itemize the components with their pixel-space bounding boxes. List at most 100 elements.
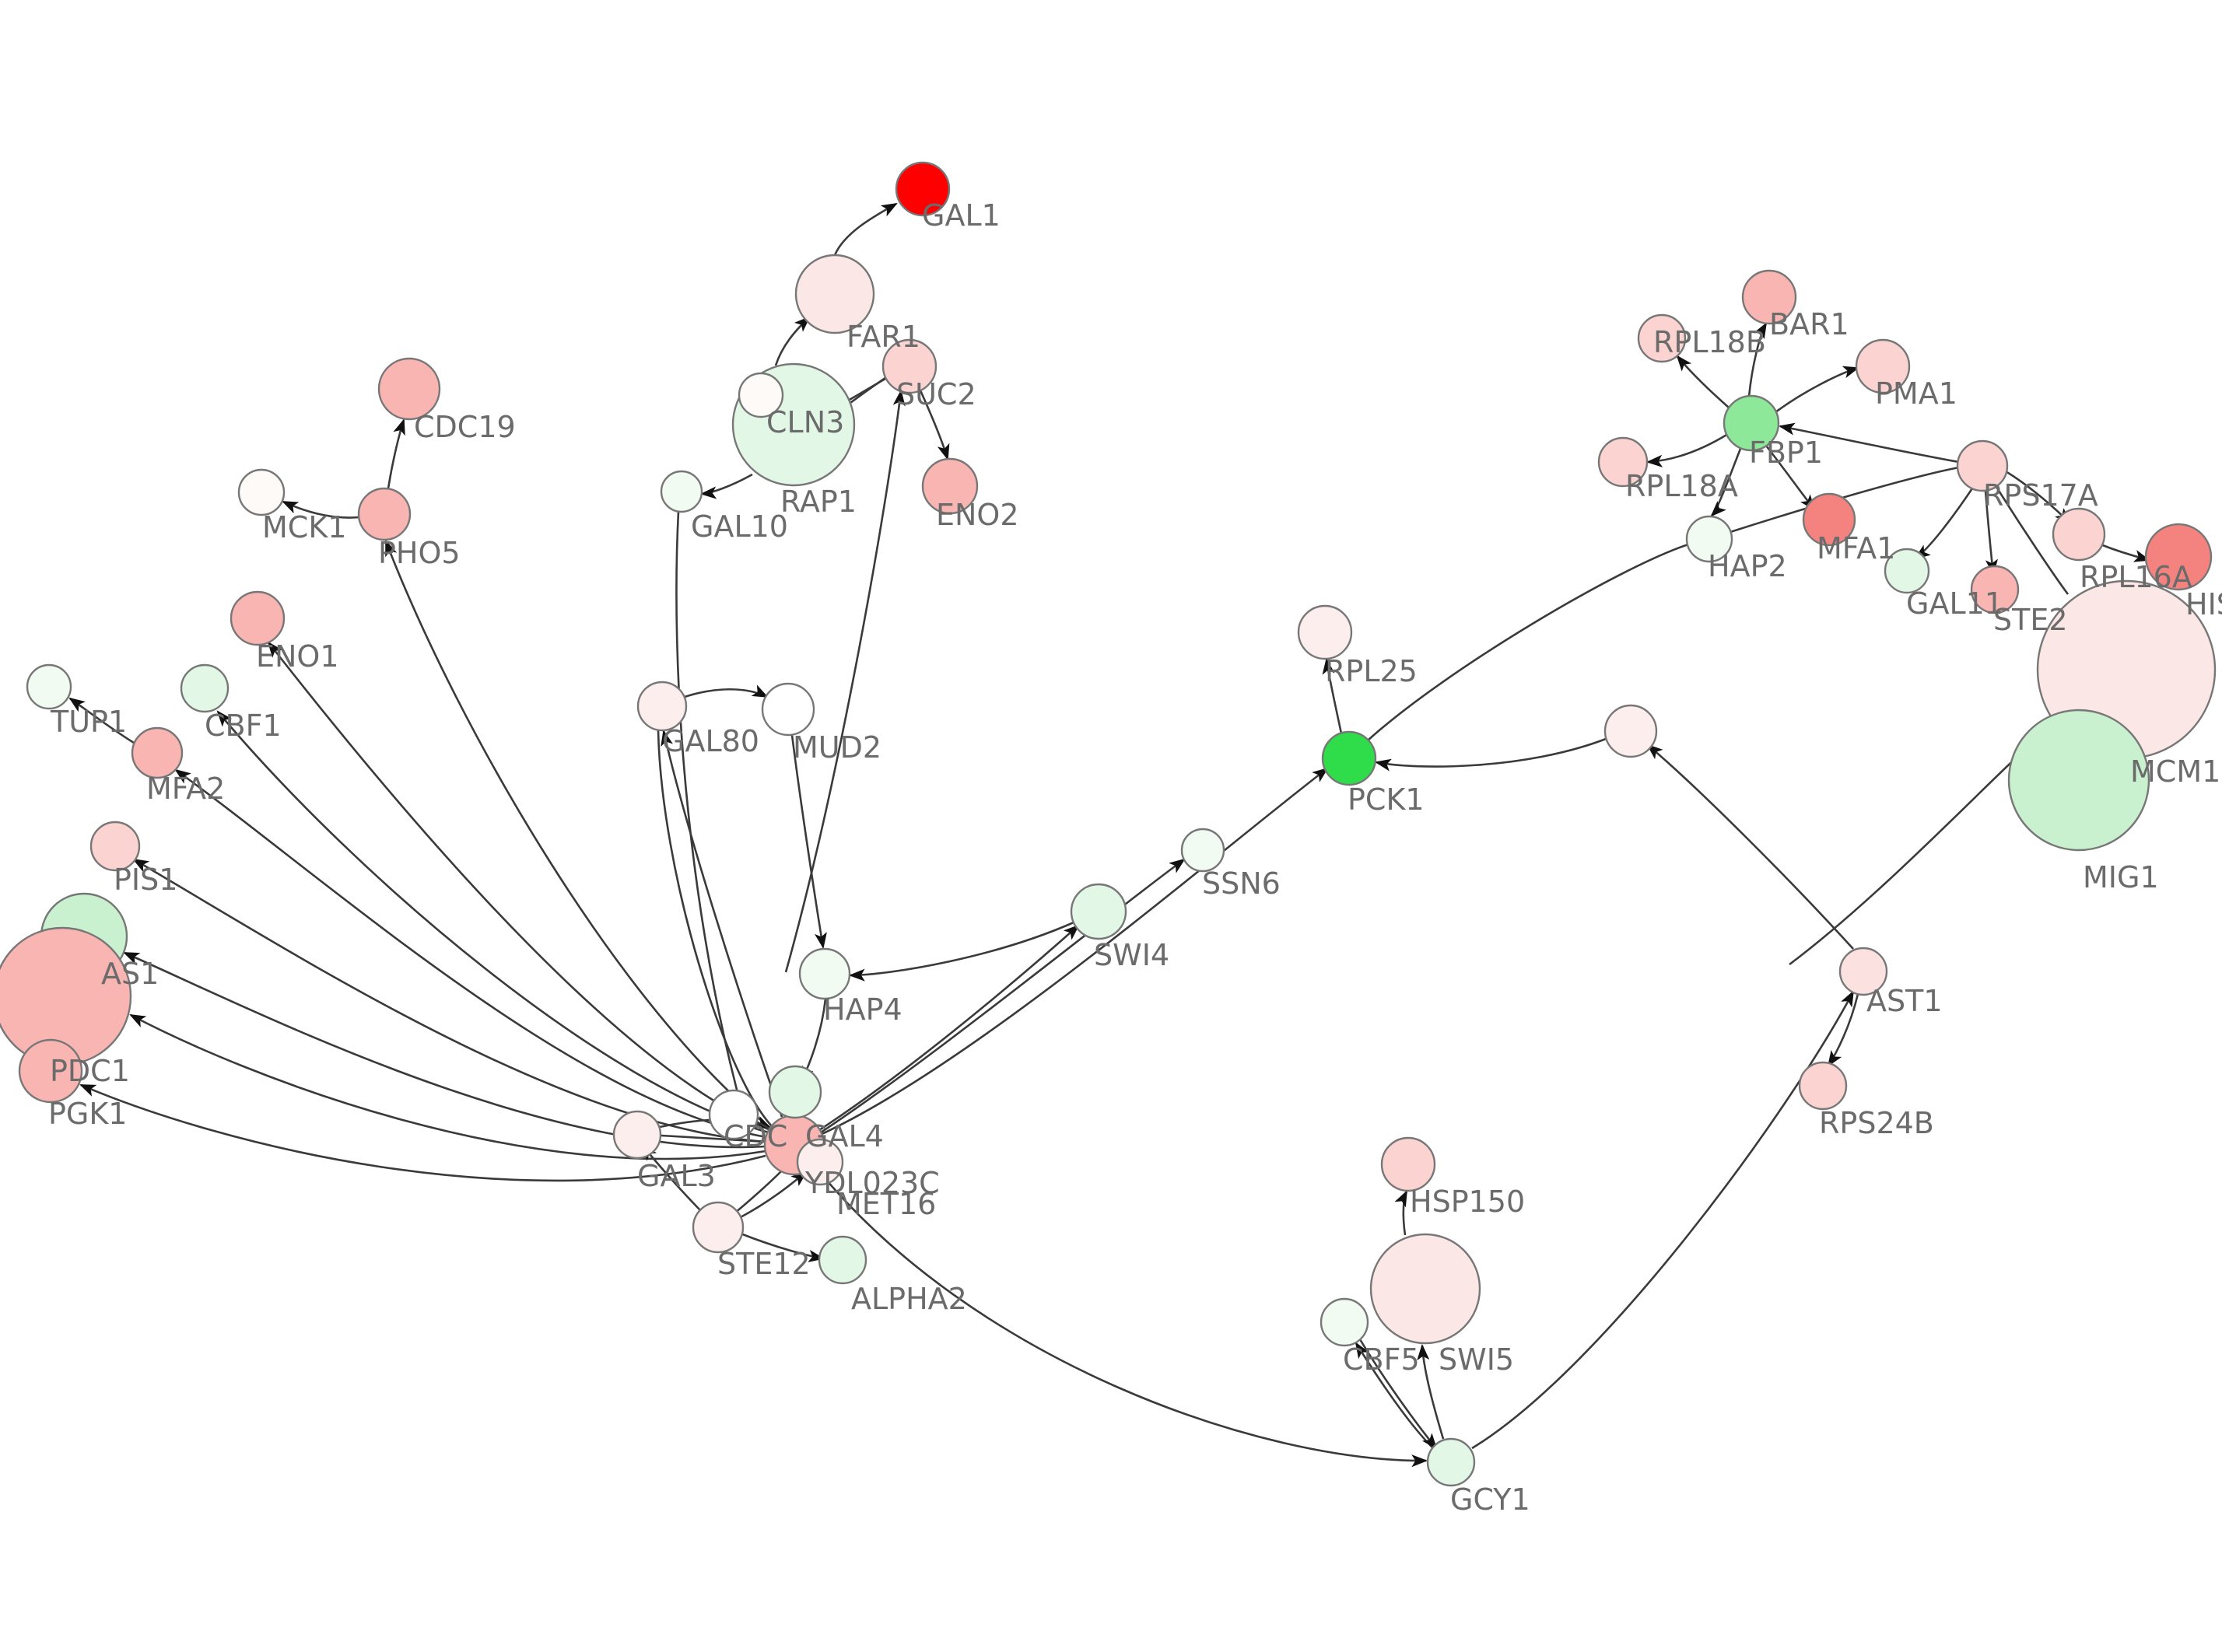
edge-cbf5-to-gcy1[interactable] xyxy=(1358,1339,1438,1450)
gene-node-rpl25[interactable] xyxy=(1297,604,1353,660)
edge-fbp1-to-hap2[interactable] xyxy=(1710,448,1742,517)
edge-gal4hub-to-gcy1[interactable] xyxy=(814,1166,1428,1468)
gene-node-cdclbl[interactable] xyxy=(708,1089,759,1140)
edge-gal4hub-to-pck1[interactable] xyxy=(818,767,1329,1137)
gene-node-gal4g[interactable] xyxy=(768,1065,822,1119)
gene-node-ssn6[interactable] xyxy=(1180,828,1225,873)
gene-node-rpl18b[interactable] xyxy=(1637,313,1687,363)
edge-suc2-to-eno2[interactable] xyxy=(919,390,950,460)
edge-rps17a-to-gal11[interactable] xyxy=(1914,488,1974,560)
edge-fbp1-to-pma1[interactable] xyxy=(1775,366,1859,414)
gene-node-ydl023c[interactable] xyxy=(796,1138,844,1186)
edge-ast1-to-rps24b[interactable] xyxy=(1827,993,1859,1067)
edge-ast1-to-ast1up[interactable] xyxy=(1646,744,1854,950)
edge-gcy1-to-ast1[interactable] xyxy=(1471,990,1855,1450)
gene-label-bar1: BAR1 xyxy=(1769,307,1849,341)
edge-pho5-to-cdc19[interactable] xyxy=(387,418,405,489)
edge-ste12-to-alpha2[interactable] xyxy=(740,1232,825,1262)
gene-node-cbf5[interactable] xyxy=(1320,1297,1369,1347)
edge-fbp1-to-rpl18b[interactable] xyxy=(1676,355,1730,408)
gene-node-bar1[interactable] xyxy=(1741,269,1797,325)
edge-hap2-to-rps17a[interactable] xyxy=(1730,466,1960,534)
gene-node-fbp1[interactable] xyxy=(1723,394,1780,452)
gene-node-cbf1[interactable] xyxy=(180,663,230,713)
edge-swi4-to-hap4[interactable] xyxy=(848,921,1074,982)
gene-node-gcy1[interactable] xyxy=(1426,1437,1476,1487)
gene-node-eno2[interactable] xyxy=(921,457,979,515)
gene-node-gal80[interactable] xyxy=(636,681,688,732)
gene-node-hsp150[interactable] xyxy=(1380,1136,1436,1192)
gene-node-pis1[interactable] xyxy=(89,821,141,872)
gene-node-pgk1[interactable] xyxy=(18,1038,83,1104)
gene-node-mig1[interactable] xyxy=(2007,709,2150,852)
gene-node-gal3[interactable] xyxy=(612,1110,662,1160)
edge-far1-to-gal1[interactable] xyxy=(833,202,898,256)
gene-node-mud2[interactable] xyxy=(761,682,815,737)
edge-gal4hub-to-ste12[interactable] xyxy=(729,1170,783,1218)
gene-node-eno1[interactable] xyxy=(230,590,286,646)
gene-node-suc2[interactable] xyxy=(881,338,938,394)
edge-rpl16a-to-his4[interactable] xyxy=(2100,543,2151,562)
edge-pck1-to-hap2[interactable] xyxy=(1367,543,1689,741)
edge-swi5-to-hsp150[interactable] xyxy=(1394,1190,1408,1236)
gene-node-pck1[interactable] xyxy=(1321,730,1377,786)
gene-node-hap2[interactable] xyxy=(1685,515,1733,563)
gene-node-alpha2[interactable] xyxy=(818,1235,867,1285)
gene-node-rpl18a[interactable] xyxy=(1597,436,1649,488)
gene-node-swi4[interactable] xyxy=(1070,883,1127,940)
edge-gal4hub-to-cbf1[interactable] xyxy=(216,710,769,1134)
gene-node-pho5[interactable] xyxy=(357,487,412,541)
gene-node-gal1[interactable] xyxy=(895,161,951,217)
edge-rps17a-to-mcm1[interactable] xyxy=(1995,486,2070,595)
edge-gal4hub-to-pis1[interactable] xyxy=(132,858,766,1143)
gene-node-rps17a[interactable] xyxy=(1956,439,2009,492)
edge-gal80-to-gal4hub[interactable] xyxy=(657,730,773,1127)
gene-node-tup1[interactable] xyxy=(26,663,72,710)
gene-node-rap1[interactable] xyxy=(738,372,784,418)
gene-node-ast1up[interactable] xyxy=(1603,704,1658,758)
gene-node-ast1[interactable] xyxy=(1838,947,1888,996)
gene-node-ste2[interactable] xyxy=(1970,565,2020,614)
edge-cln3-to-gal10[interactable] xyxy=(699,473,753,499)
edge-gal4hub-to-ssn6[interactable] xyxy=(818,858,1186,1136)
edge-gal4hub-to-gal80[interactable] xyxy=(661,729,783,1118)
edge-gal4hub-to-pdc1[interactable] xyxy=(129,1013,766,1160)
edge-fbp1-to-rpl18a[interactable] xyxy=(1645,432,1729,467)
edge-mfa2-to-tup1[interactable] xyxy=(68,697,135,744)
gene-node-pma1[interactable] xyxy=(1855,338,1911,394)
gene-node-gal10[interactable] xyxy=(660,470,703,513)
edge-gal10-to-gal4hub[interactable] xyxy=(675,511,742,1105)
edge-gal4hub-to-pgk1[interactable] xyxy=(79,1083,766,1182)
gene-node-hap4[interactable] xyxy=(798,947,851,1000)
gene-node-mfa2[interactable] xyxy=(131,726,184,779)
gene-label-rpl16a: RPL16A xyxy=(2080,560,2192,594)
gene-node-far1[interactable] xyxy=(794,254,875,334)
edge-pho5-to-mck1[interactable] xyxy=(282,500,360,519)
gene-node-his4[interactable] xyxy=(2144,523,2213,591)
edge-rps17a-to-fbp1[interactable] xyxy=(1778,422,1960,464)
edge-cln3-to-far1[interactable] xyxy=(774,316,811,366)
edge-gcy1-to-swi5[interactable] xyxy=(1417,1343,1445,1440)
gene-node-rps24b[interactable] xyxy=(1798,1061,1848,1111)
edge-ast1up-to-pck1[interactable] xyxy=(1374,737,1607,772)
edge-gal4hub-to-pho5[interactable] xyxy=(384,540,771,1129)
edge-gal4hub-to-eno1[interactable] xyxy=(267,641,769,1131)
edge-mud2-to-hap4[interactable] xyxy=(790,734,827,950)
gene-node-swi5[interactable] xyxy=(1369,1233,1481,1345)
edge-gal4hub-to-gal3[interactable] xyxy=(661,1134,766,1143)
gene-node-mfa1[interactable] xyxy=(1802,492,1856,547)
gene-node-ste12[interactable] xyxy=(692,1201,745,1254)
edge-fbp1-to-bar1[interactable] xyxy=(1747,322,1768,397)
edge-gal4hub-to-swi4[interactable] xyxy=(816,924,1080,1133)
gene-label-mcm1: MCM1 xyxy=(2130,754,2220,789)
edge-gal4hub-to-as1[interactable] xyxy=(123,951,766,1149)
edge-rap1-to-suc2[interactable] xyxy=(784,389,906,973)
gene-node-rpl16a[interactable] xyxy=(2052,507,2106,562)
edge-gal4hub-to-mfa2[interactable] xyxy=(174,768,767,1139)
gene-node-gal11[interactable] xyxy=(1884,548,1930,594)
edge-gal80-to-mud2[interactable] xyxy=(684,684,769,698)
edge-pck1-to-rpl25[interactable] xyxy=(1322,657,1343,734)
edge-mig1-to-mcm1[interactable] xyxy=(1789,730,2046,966)
gene-node-mck1[interactable] xyxy=(237,468,286,516)
gene-node-cdc19[interactable] xyxy=(377,357,441,421)
